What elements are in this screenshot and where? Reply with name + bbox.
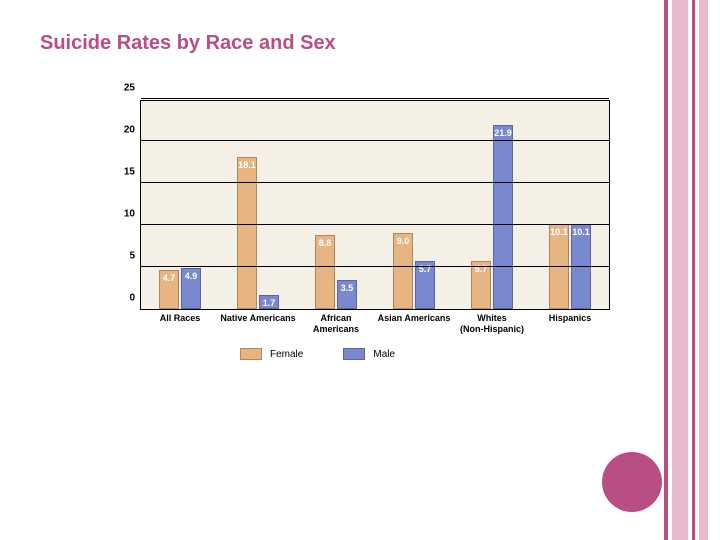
y-tick-label: 5 (129, 251, 141, 262)
category-group: 4.74.9All Races (141, 101, 219, 309)
bar-value-label: 4.7 (163, 273, 176, 283)
decorative-stripe (664, 0, 668, 540)
corner-circle-icon (602, 452, 662, 512)
female-bar: 5.7 (471, 261, 491, 309)
legend-male: Male (343, 348, 395, 360)
male-bar: 21.9 (493, 125, 513, 309)
bar-value-label: 10.1 (572, 227, 590, 237)
decorative-stripe (699, 0, 708, 540)
grid-line (141, 140, 609, 141)
decorative-stripe (692, 0, 696, 540)
bar-value-label: 4.9 (185, 271, 198, 281)
grid-line (141, 224, 609, 225)
y-tick-label: 0 (129, 293, 141, 304)
x-category-label: Native Americans (220, 313, 295, 324)
right-stripes (664, 0, 708, 540)
bar-value-label: 8.8 (319, 238, 332, 248)
female-bar: 9.0 (393, 233, 413, 309)
male-bar: 3.5 (337, 280, 357, 309)
grid-line (141, 182, 609, 183)
y-tick-label: 20 (124, 125, 141, 136)
bar-value-label: 3.5 (341, 283, 354, 293)
x-category-label: Whites (Non-Hispanic) (460, 313, 524, 335)
category-group: 10.110.1Hispanics (531, 101, 609, 309)
legend-female-label: Female (270, 349, 303, 360)
x-category-label: Asian Americans (378, 313, 451, 324)
page-title: Suicide Rates by Race and Sex (40, 32, 336, 55)
x-category-label: African Americans (313, 313, 359, 335)
chart-legend: Female Male (240, 348, 395, 360)
bar-value-label: 10.1 (550, 227, 568, 237)
bar-value-label: 9.0 (397, 236, 410, 246)
x-category-label: Hispanics (549, 313, 592, 324)
y-tick-label: 25 (124, 83, 141, 94)
plot-area: 4.74.9All Races18.11.7Native Americans8.… (140, 100, 610, 310)
legend-male-swatch (343, 348, 365, 360)
male-bar: 4.9 (181, 268, 201, 309)
female-bar: 18.1 (237, 157, 257, 309)
decorative-stripe (672, 0, 688, 540)
y-tick-label: 15 (124, 167, 141, 178)
grid-line (141, 266, 609, 267)
legend-male-label: Male (373, 349, 395, 360)
bar-value-label: 21.9 (494, 128, 512, 138)
suicide-rates-chart: 4.7 4.9 All Races 18.1 1.7 Native Americans 8.… (100, 100, 610, 330)
grid-line (141, 98, 609, 99)
y-tick-label: 10 (124, 209, 141, 220)
legend-female-swatch (240, 348, 262, 360)
category-group: 5.721.9Whites (Non-Hispanic) (453, 101, 531, 309)
category-group: 18.11.7Native Americans (219, 101, 297, 309)
bar-value-label: 1.7 (263, 298, 276, 308)
male-bar: 1.7 (259, 295, 279, 309)
female-bar: 8.8 (315, 235, 335, 309)
bar-value-label: 18.1 (238, 160, 256, 170)
category-group: 9.05.7Asian Americans (375, 101, 453, 309)
male-bar: 5.7 (415, 261, 435, 309)
category-group: 8.83.5African Americans (297, 101, 375, 309)
x-category-label: All Races (160, 313, 201, 324)
legend-female: Female (240, 348, 303, 360)
bar-groups: 4.74.9All Races18.11.7Native Americans8.… (141, 101, 609, 309)
female-bar: 4.7 (159, 270, 179, 309)
